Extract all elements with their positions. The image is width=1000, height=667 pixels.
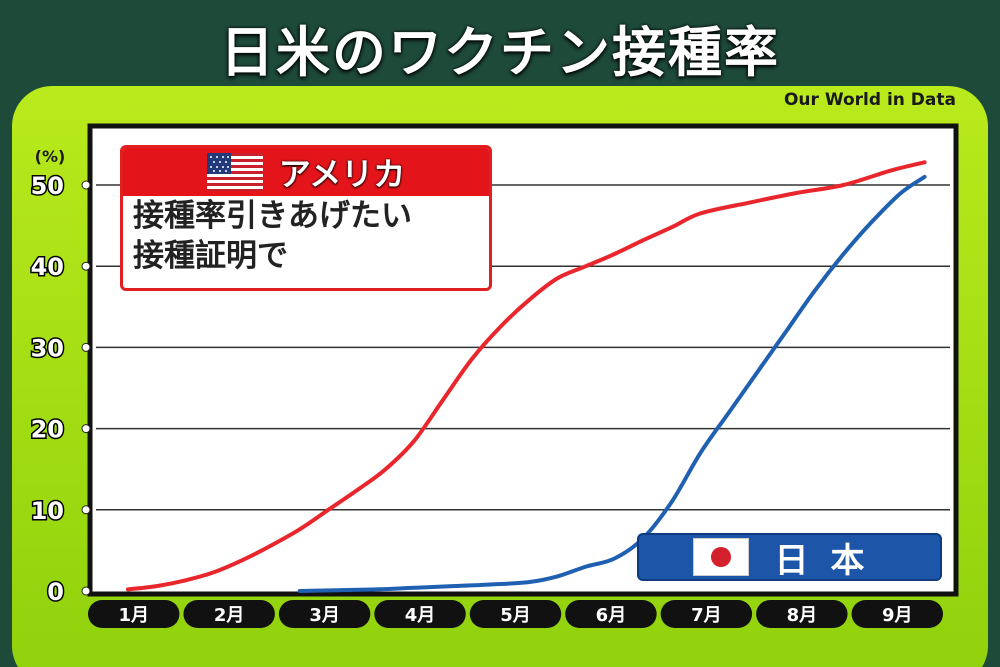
- usa-annotation: アメリカ 接種率引きあげたい 接種証明で: [120, 145, 492, 291]
- page-title: 日米のワクチン接種率: [220, 21, 780, 84]
- usa-series-line: [126, 160, 927, 592]
- y-tick-label: 40: [31, 253, 64, 281]
- x-tick-label: 7月: [691, 605, 722, 626]
- month-pill: [88, 600, 180, 628]
- x-tick-label: 1月: [118, 605, 149, 626]
- x-tick-label: 3月: [309, 605, 340, 626]
- usa-label: アメリカ: [278, 155, 406, 193]
- usa-note-line-2: 接種証明で: [133, 238, 288, 274]
- month-pill: [660, 600, 753, 628]
- y-tick-dot: [81, 180, 91, 190]
- x-tick-label: 2月: [214, 605, 245, 626]
- month-pill: [756, 600, 848, 628]
- plot-area: [87, 123, 959, 597]
- y-axis-label: (%): [35, 147, 66, 166]
- y-tick-dot: [81, 261, 91, 271]
- y-tick-dot: [81, 424, 91, 434]
- y-tick-label: 0: [47, 578, 64, 606]
- y-tick-label: 50: [31, 172, 64, 200]
- x-tick-label: 4月: [405, 605, 436, 626]
- x-tick-label: 9月: [882, 605, 913, 626]
- us-flag-icon: [206, 153, 263, 191]
- japan-annotation: 日本: [637, 533, 942, 581]
- japan-flag-icon: [692, 538, 749, 576]
- source-credit: Our World in Data: [783, 90, 956, 110]
- usa-header: アメリカ: [123, 148, 489, 196]
- y-tick-label: 10: [31, 497, 64, 525]
- month-pill: [278, 600, 371, 628]
- month-pill: [469, 600, 562, 628]
- usa-note-line-1: 接種率引きあげたい: [133, 198, 412, 234]
- japan-label: 日本: [774, 540, 887, 581]
- month-pill: [183, 600, 275, 628]
- x-tick-label: 5月: [500, 605, 531, 626]
- x-tick-label: 8月: [787, 605, 818, 626]
- y-tick-label: 20: [31, 416, 64, 444]
- y-tick-dot: [81, 505, 91, 515]
- y-tick-dot: [81, 342, 91, 352]
- month-pill: [565, 600, 657, 628]
- month-pill: [851, 600, 943, 628]
- month-pill: [374, 600, 466, 628]
- x-tick-label: 6月: [596, 605, 627, 626]
- y-tick-dot: [81, 586, 91, 596]
- y-tick-label: 30: [31, 334, 64, 362]
